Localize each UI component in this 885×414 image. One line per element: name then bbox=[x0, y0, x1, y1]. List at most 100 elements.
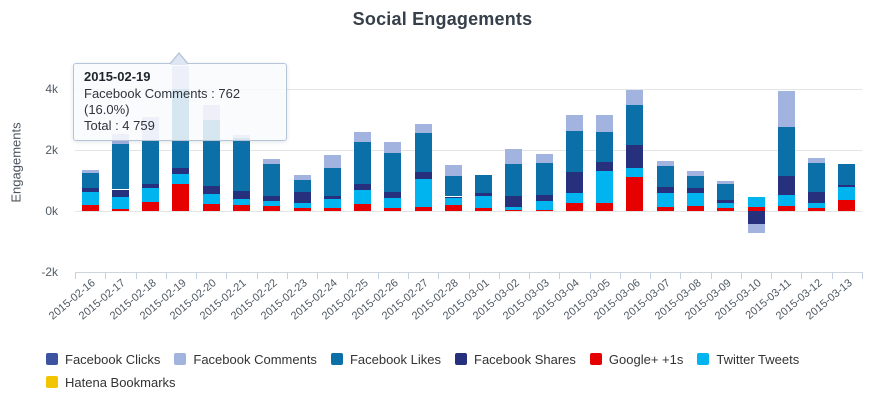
legend-item-facebook-clicks[interactable]: Facebook Clicks bbox=[46, 350, 160, 368]
bar-segment-google-1s[interactable] bbox=[535, 209, 553, 211]
bar-segment-facebook-comments[interactable] bbox=[656, 160, 674, 166]
bar-segment-google-1s[interactable] bbox=[656, 206, 674, 211]
bar-segment-facebook-likes[interactable] bbox=[444, 176, 462, 197]
bar-segment-twitter-tweets[interactable] bbox=[596, 171, 614, 203]
bar-segment-facebook-likes[interactable] bbox=[384, 153, 402, 192]
bar-segment-twitter-tweets[interactable] bbox=[535, 201, 553, 210]
bar-segment-facebook-shares[interactable] bbox=[687, 188, 705, 193]
bar-segment-google-1s[interactable] bbox=[565, 203, 583, 211]
bar-segment-google-1s[interactable] bbox=[384, 208, 402, 211]
bar-segment-facebook-shares[interactable] bbox=[232, 190, 250, 199]
bar-segment-facebook-likes[interactable] bbox=[263, 164, 281, 197]
bar-segment-facebook-shares[interactable] bbox=[263, 196, 281, 201]
bar-segment-facebook-shares[interactable] bbox=[717, 200, 735, 204]
bar-segment-facebook-comments[interactable] bbox=[687, 171, 705, 177]
bar-segment-google-1s[interactable] bbox=[81, 204, 99, 211]
bar-segment-facebook-shares[interactable] bbox=[777, 175, 795, 195]
bar-segment-facebook-likes[interactable] bbox=[808, 162, 826, 192]
bar-segment-facebook-comments[interactable] bbox=[384, 141, 402, 154]
bar-segment-google-1s[interactable] bbox=[747, 207, 765, 211]
bar-segment-twitter-tweets[interactable] bbox=[142, 188, 160, 202]
legend-item-facebook-shares[interactable]: Facebook Shares bbox=[455, 350, 576, 368]
bar-segment-facebook-shares[interactable] bbox=[656, 186, 674, 194]
bar-segment-facebook-shares[interactable] bbox=[354, 183, 372, 191]
bar-segment-twitter-tweets[interactable] bbox=[565, 193, 583, 204]
bar-segment-twitter-tweets[interactable] bbox=[232, 198, 250, 206]
bar-segment-facebook-likes[interactable] bbox=[111, 144, 129, 190]
bar-segment-google-1s[interactable] bbox=[808, 207, 826, 211]
bar-segment-facebook-comments[interactable] bbox=[596, 114, 614, 132]
bar-segment-facebook-comments[interactable] bbox=[293, 174, 311, 181]
bar-segment-google-1s[interactable] bbox=[293, 208, 311, 211]
bar-segment-google-1s[interactable] bbox=[142, 201, 160, 211]
bar-segment-twitter-tweets[interactable] bbox=[202, 194, 220, 205]
bar-segment-facebook-comments[interactable] bbox=[323, 154, 341, 168]
bar-segment-facebook-likes[interactable] bbox=[656, 165, 674, 187]
bar-segment-facebook-shares[interactable] bbox=[384, 191, 402, 199]
bar-segment-facebook-likes[interactable] bbox=[596, 131, 614, 162]
bar-segment-facebook-likes[interactable] bbox=[475, 175, 493, 193]
bar-segment-facebook-comments[interactable] bbox=[717, 180, 735, 184]
bar-segment-google-1s[interactable] bbox=[232, 205, 250, 211]
bar-segment-twitter-tweets[interactable] bbox=[172, 174, 190, 184]
bar-segment-facebook-likes[interactable] bbox=[142, 139, 160, 184]
bar-segment-facebook-likes[interactable] bbox=[717, 183, 735, 201]
bar-segment-facebook-shares[interactable] bbox=[596, 161, 614, 172]
bar-segment-facebook-likes[interactable] bbox=[838, 164, 856, 186]
bar-segment-facebook-comments[interactable] bbox=[808, 157, 826, 163]
bar-segment-facebook-shares[interactable] bbox=[142, 183, 160, 189]
bar-segment-google-1s[interactable] bbox=[414, 207, 432, 211]
bar-segment-twitter-tweets[interactable] bbox=[81, 191, 99, 205]
bar-segment-facebook-shares[interactable] bbox=[202, 185, 220, 195]
bar-segment-facebook-likes[interactable] bbox=[354, 141, 372, 184]
bar-segment-twitter-tweets[interactable] bbox=[323, 198, 341, 209]
bar-segment-google-1s[interactable] bbox=[172, 183, 190, 211]
bar-segment-facebook-shares[interactable] bbox=[172, 168, 190, 175]
bar-segment-facebook-shares[interactable] bbox=[535, 194, 553, 202]
bar-segment-facebook-shares[interactable] bbox=[323, 195, 341, 199]
bar-segment-facebook-shares[interactable] bbox=[565, 171, 583, 194]
bar-segment-google-1s[interactable] bbox=[202, 204, 220, 211]
bar-segment-google-1s[interactable] bbox=[475, 208, 493, 211]
bar-segment-twitter-tweets[interactable] bbox=[747, 196, 765, 208]
bar-segment-google-1s[interactable] bbox=[687, 206, 705, 211]
bar-segment-facebook-comments[interactable] bbox=[414, 124, 432, 134]
legend-item-facebook-likes[interactable]: Facebook Likes bbox=[330, 350, 441, 368]
bar-segment-twitter-tweets[interactable] bbox=[475, 195, 493, 209]
bar-segment-twitter-tweets[interactable] bbox=[777, 194, 795, 207]
bar-segment-facebook-likes[interactable] bbox=[414, 133, 432, 173]
bar-segment-facebook-likes[interactable] bbox=[535, 162, 553, 195]
bar-segment-facebook-likes[interactable] bbox=[323, 167, 341, 196]
bar-segment-facebook-comments[interactable] bbox=[444, 165, 462, 177]
bar-segment-twitter-tweets[interactable] bbox=[687, 193, 705, 207]
bar-segment-facebook-likes[interactable] bbox=[565, 131, 583, 172]
bar-segment-facebook-shares[interactable] bbox=[505, 195, 523, 208]
bar-segment-facebook-shares[interactable] bbox=[444, 196, 462, 199]
bar-segment-facebook-comments[interactable] bbox=[354, 132, 372, 142]
bar-segment-twitter-tweets[interactable] bbox=[444, 198, 462, 205]
bar-segment-facebook-likes[interactable] bbox=[626, 104, 644, 146]
legend-item-google-1s[interactable]: Google+ +1s bbox=[589, 350, 683, 368]
bar-segment-facebook-shares[interactable] bbox=[747, 211, 765, 224]
bar-segment-google-1s[interactable] bbox=[354, 203, 372, 211]
bar-segment-facebook-comments[interactable] bbox=[777, 90, 795, 128]
bar-segment-facebook-shares[interactable] bbox=[475, 192, 493, 196]
bar-segment-google-1s[interactable] bbox=[777, 206, 795, 211]
bar-segment-google-1s[interactable] bbox=[838, 199, 856, 211]
bar-segment-google-1s[interactable] bbox=[596, 202, 614, 211]
bar-segment-facebook-comments[interactable] bbox=[565, 114, 583, 132]
legend-item-facebook-comments[interactable]: Facebook Comments bbox=[174, 350, 317, 368]
legend-item-twitter-tweets[interactable]: Twitter Tweets bbox=[697, 350, 799, 368]
bar-segment-facebook-shares[interactable] bbox=[838, 185, 856, 187]
bar-segment-twitter-tweets[interactable] bbox=[414, 178, 432, 208]
bar-segment-facebook-shares[interactable] bbox=[626, 145, 644, 168]
legend-item-hatena-bookmarks[interactable]: Hatena Bookmarks bbox=[46, 373, 176, 391]
bar-segment-twitter-tweets[interactable] bbox=[111, 196, 129, 209]
bar-segment-facebook-shares[interactable] bbox=[808, 191, 826, 203]
bar-segment-facebook-shares[interactable] bbox=[81, 187, 99, 192]
bar-segment-facebook-likes[interactable] bbox=[505, 164, 523, 196]
bar-segment-twitter-tweets[interactable] bbox=[838, 186, 856, 200]
bar-segment-twitter-tweets[interactable] bbox=[808, 202, 826, 208]
bar-segment-facebook-shares[interactable] bbox=[111, 189, 129, 197]
bar-segment-google-1s[interactable] bbox=[505, 210, 523, 211]
